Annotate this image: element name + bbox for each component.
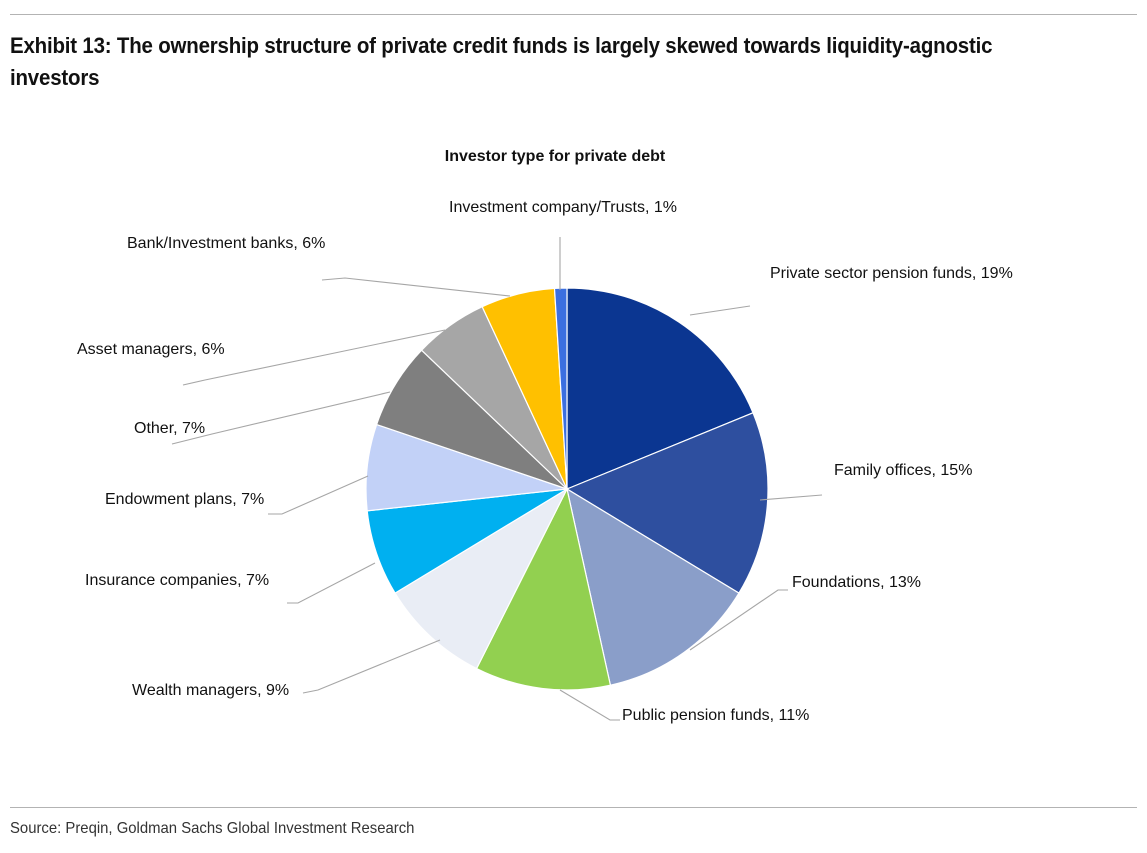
slice-wealth-managers bbox=[394, 487, 569, 670]
slice-family-offices bbox=[565, 412, 769, 594]
top-rule bbox=[10, 14, 1137, 15]
slice-label-public-pension-funds: Public pension funds, 11% bbox=[622, 707, 809, 724]
slice-label-family-offices: Family offices, 15% bbox=[834, 462, 972, 479]
exhibit-title: Exhibit 13: The ownership structure of p… bbox=[10, 33, 993, 90]
slice-labels: Private sector pension funds, 19% Family … bbox=[77, 199, 1013, 724]
slice-label-other: Other, 7% bbox=[134, 420, 205, 437]
leader-line-asset-managers bbox=[182, 329, 446, 386]
slice-label-foundations: Foundations, 13% bbox=[792, 574, 921, 591]
slice-label-wealth-managers: Wealth managers, 9% bbox=[132, 682, 289, 699]
pie-chart: Investor type for private debt Private s… bbox=[77, 148, 1013, 724]
leader-line-family-offices bbox=[759, 494, 823, 501]
leader-lines bbox=[171, 237, 823, 721]
source-note: Source: Preqin, Goldman Sachs Global Inv… bbox=[10, 820, 415, 837]
slice-private-sector-pension-funds bbox=[566, 287, 754, 490]
slice-label-insurance-companies: Insurance companies, 7% bbox=[85, 572, 269, 589]
pie-slices bbox=[365, 287, 769, 691]
leader-line-bank-investment-banks bbox=[321, 277, 511, 297]
leader-line-wealth-managers bbox=[302, 639, 441, 694]
leader-line-public-pension-funds bbox=[559, 689, 620, 721]
leader-line-insurance-companies bbox=[287, 562, 376, 604]
leader-line-private-sector-pension-funds bbox=[689, 305, 751, 316]
bottom-rule bbox=[10, 807, 1137, 808]
chart-title: Investor type for private debt bbox=[445, 148, 666, 165]
slice-label-private-sector-pension-funds: Private sector pension funds, 19% bbox=[770, 265, 1013, 282]
slice-label-endowment-plans: Endowment plans, 7% bbox=[105, 491, 264, 508]
leader-line-other bbox=[171, 391, 391, 445]
leader-line-foundations bbox=[689, 589, 788, 651]
slice-public-pension-funds bbox=[475, 487, 612, 691]
leader-line-endowment-plans bbox=[268, 475, 369, 515]
slice-label-asset-managers: Asset managers, 6% bbox=[77, 341, 225, 358]
slice-investment-company-trusts bbox=[553, 287, 568, 490]
slice-foundations bbox=[566, 487, 740, 686]
slice-label-investment-company-trusts: Investment company/Trusts, 1% bbox=[449, 199, 677, 216]
slice-label-bank-investment-banks: Bank/Investment banks, 6% bbox=[127, 235, 325, 252]
